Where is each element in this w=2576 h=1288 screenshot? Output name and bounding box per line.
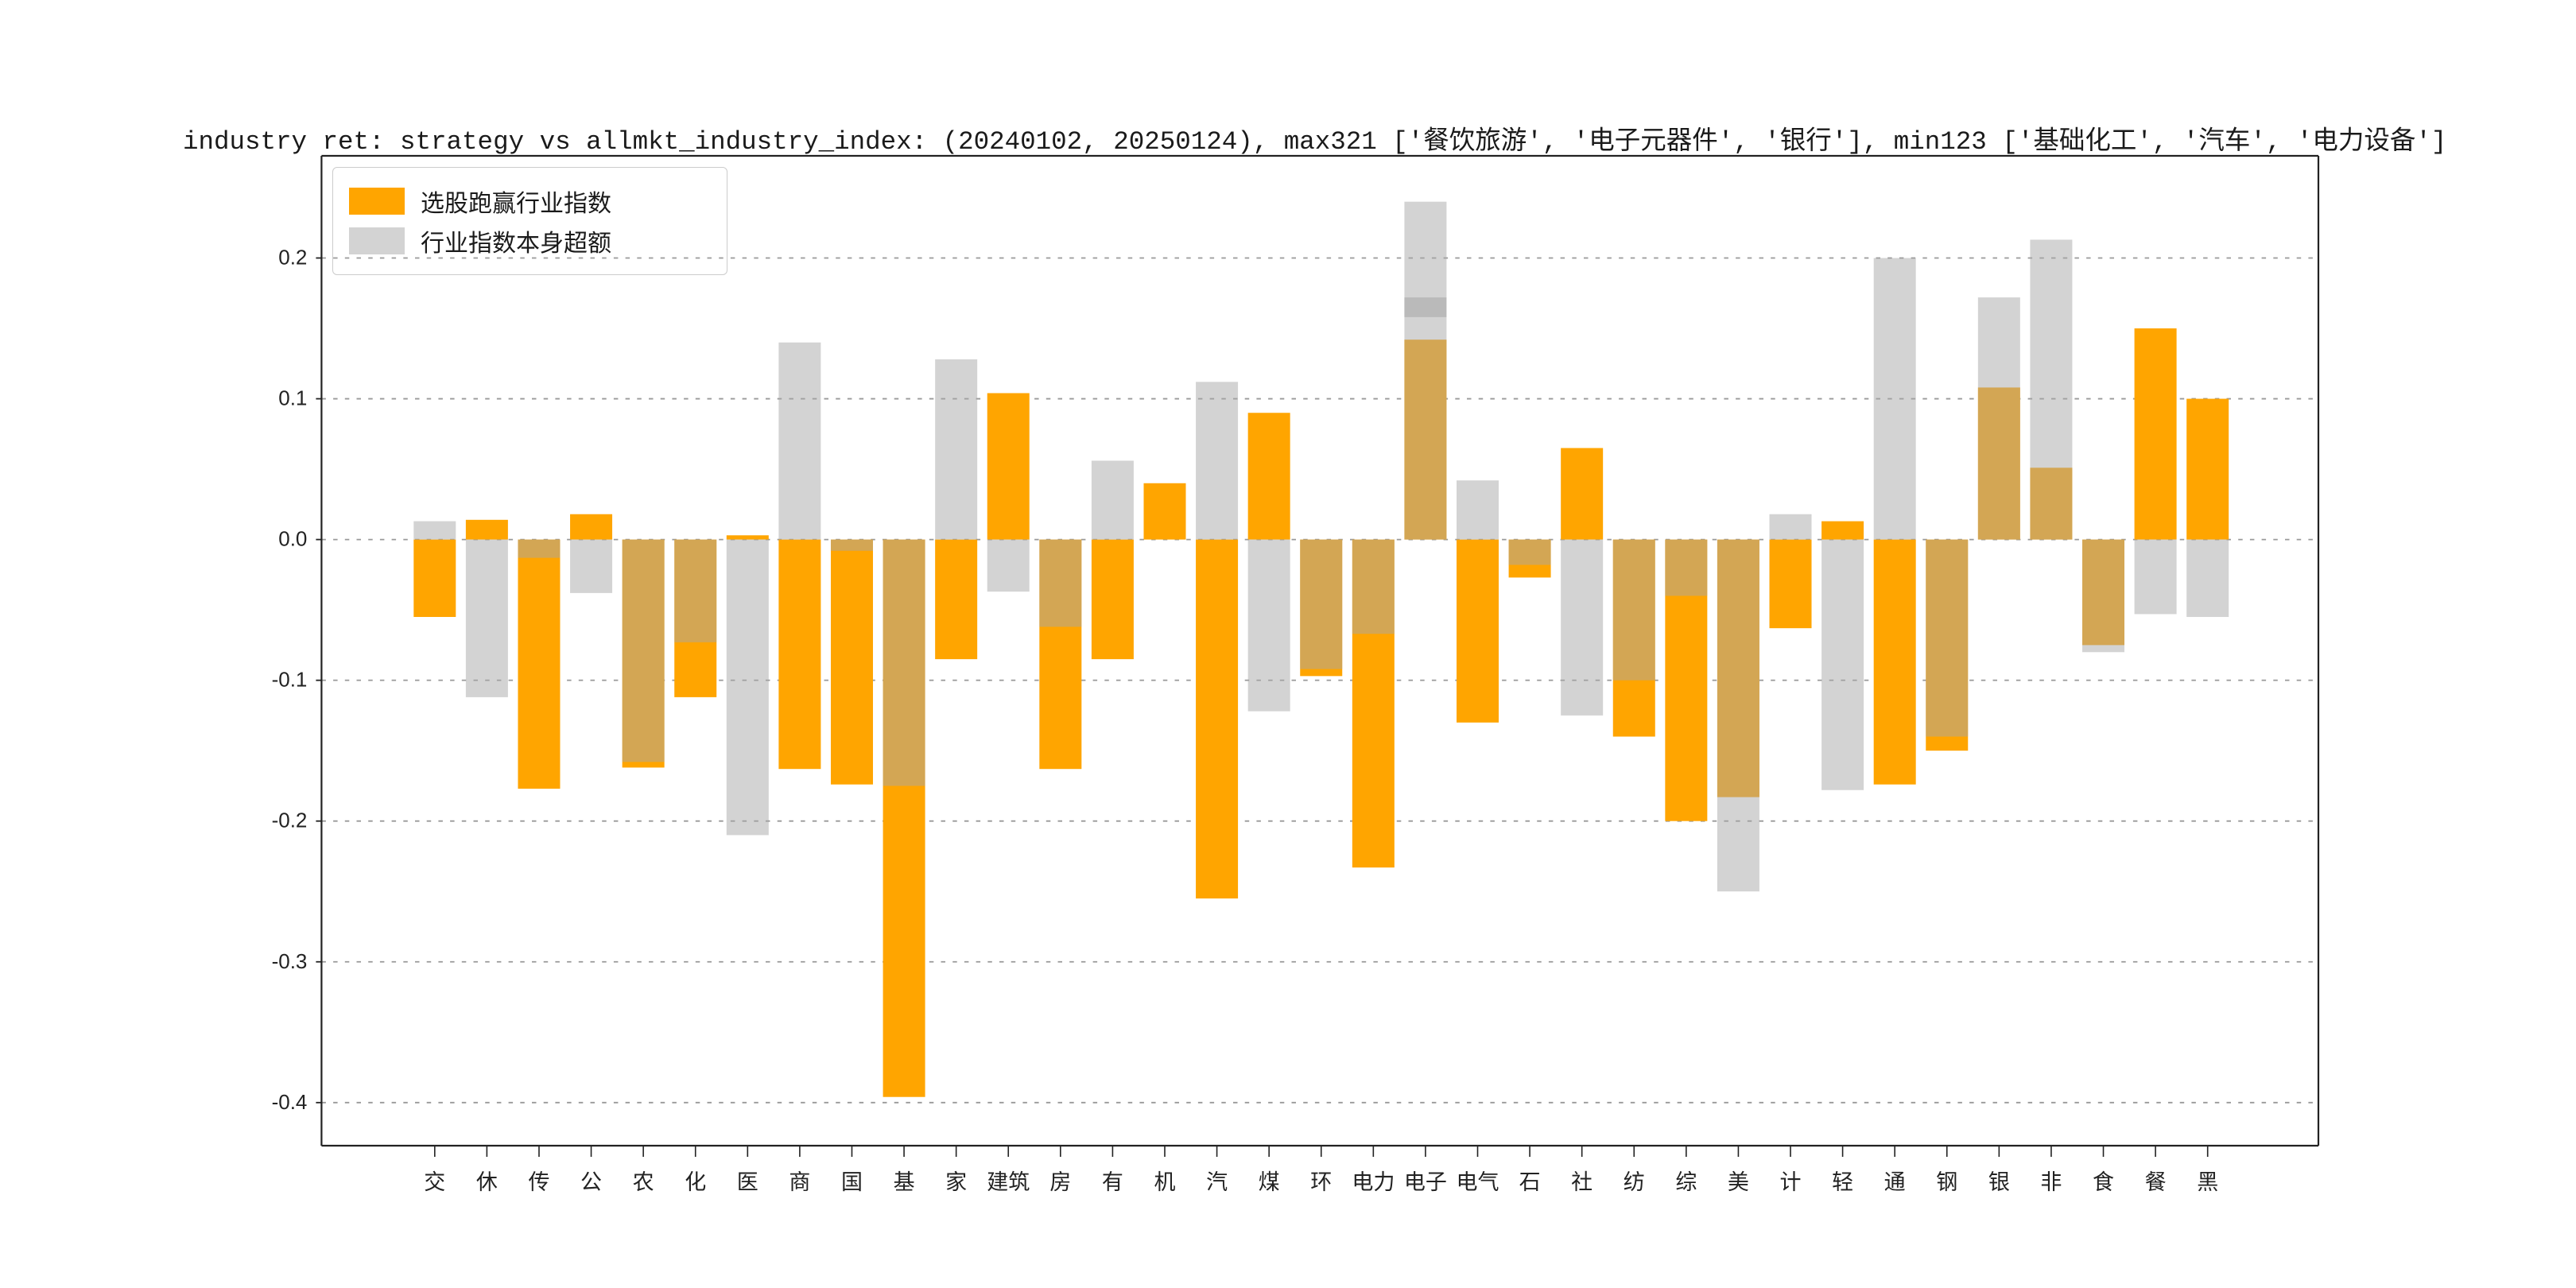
- svg-text:计: 计: [1780, 1170, 1802, 1194]
- svg-text:非: 非: [2040, 1170, 2062, 1194]
- svg-text:基: 基: [894, 1170, 915, 1194]
- svg-text:医: 医: [737, 1170, 758, 1194]
- svg-text:机: 机: [1154, 1170, 1175, 1194]
- svg-text:电力: 电力: [1352, 1170, 1395, 1194]
- svg-text:传: 传: [528, 1170, 549, 1194]
- svg-text:石: 石: [1519, 1170, 1541, 1194]
- svg-text:家: 家: [945, 1170, 967, 1194]
- svg-text:交: 交: [424, 1170, 445, 1194]
- svg-text:休: 休: [476, 1170, 498, 1194]
- svg-text:有: 有: [1102, 1170, 1123, 1194]
- svg-text:-0.2: -0.2: [272, 809, 308, 832]
- svg-text:农: 农: [633, 1170, 654, 1194]
- svg-text:-0.1: -0.1: [272, 668, 308, 692]
- svg-text:钢: 钢: [1936, 1170, 1957, 1194]
- svg-text:食: 食: [2093, 1170, 2114, 1194]
- svg-text:建筑: 建筑: [987, 1170, 1030, 1194]
- svg-text:公: 公: [580, 1170, 602, 1194]
- svg-text:汽: 汽: [1206, 1170, 1228, 1194]
- svg-text:环: 环: [1310, 1170, 1332, 1194]
- svg-text:国: 国: [841, 1170, 863, 1194]
- svg-text:-0.4: -0.4: [272, 1090, 308, 1114]
- svg-text:电子: 电子: [1404, 1170, 1447, 1194]
- svg-text:美: 美: [1728, 1170, 1749, 1194]
- svg-text:化: 化: [685, 1170, 706, 1194]
- svg-text:-0.3: -0.3: [272, 949, 308, 973]
- svg-text:房: 房: [1049, 1170, 1071, 1194]
- svg-text:0.2: 0.2: [278, 246, 307, 270]
- svg-text:纺: 纺: [1624, 1170, 1645, 1194]
- svg-text:煤: 煤: [1259, 1170, 1280, 1194]
- svg-text:0.0: 0.0: [278, 527, 307, 551]
- svg-text:商: 商: [789, 1170, 810, 1194]
- svg-text:社: 社: [1571, 1170, 1593, 1194]
- svg-text:综: 综: [1675, 1170, 1697, 1194]
- svg-text:餐: 餐: [2145, 1170, 2167, 1194]
- svg-text:电气: 电气: [1457, 1170, 1499, 1194]
- svg-text:黑: 黑: [2197, 1170, 2218, 1194]
- svg-text:0.1: 0.1: [278, 386, 307, 410]
- svg-text:轻: 轻: [1832, 1170, 1853, 1194]
- svg-text:银: 银: [1988, 1170, 2010, 1194]
- svg-text:通: 通: [1884, 1170, 1906, 1194]
